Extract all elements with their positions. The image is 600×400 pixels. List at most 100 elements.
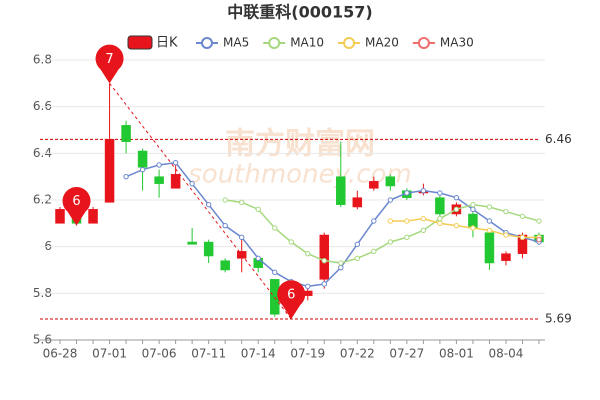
ma-point — [437, 190, 443, 196]
ma-point — [536, 236, 542, 243]
ma-point — [139, 166, 146, 173]
x-tick-label: 07-14 — [241, 347, 276, 361]
ma-point — [321, 281, 327, 287]
ma-point — [503, 232, 509, 238]
ma-point — [371, 248, 377, 255]
ma-point — [238, 234, 245, 241]
reference-label: 6.46 — [545, 132, 572, 146]
x-tick-label: 07-19 — [290, 347, 325, 361]
candle-body — [385, 176, 396, 187]
ma-point — [205, 201, 212, 208]
candle-body — [369, 181, 379, 189]
ma-point — [404, 190, 410, 196]
x-tick-label: 07-01 — [92, 347, 127, 361]
ma-point — [486, 204, 493, 210]
candle-body — [104, 139, 115, 203]
ma-point — [123, 173, 129, 180]
marker-pin — [277, 280, 306, 319]
legend-label[interactable]: MA10 — [290, 36, 324, 50]
legend-dot — [343, 37, 356, 49]
ma-point — [420, 187, 427, 194]
legend-dot — [201, 37, 213, 49]
trend-line — [109, 83, 292, 320]
marker-pin — [95, 44, 124, 84]
ma-point — [453, 194, 460, 201]
legend-label[interactable]: MA30 — [440, 36, 474, 50]
ma-point — [420, 215, 427, 222]
ma-point — [222, 197, 228, 203]
ma-point — [453, 206, 460, 213]
candle-body — [319, 234, 330, 280]
ma-point — [503, 208, 509, 215]
candle-body — [203, 241, 214, 257]
ma-point — [437, 220, 443, 227]
legend-label[interactable]: MA20 — [365, 36, 399, 50]
candle-body — [336, 176, 346, 205]
ma-point — [536, 218, 542, 224]
ma-point — [321, 257, 327, 264]
ma-point — [486, 227, 493, 234]
ma-point — [420, 227, 427, 234]
marker-label: 6 — [72, 194, 80, 209]
ma-point — [387, 197, 394, 203]
ma-point — [387, 239, 394, 245]
candle-body — [88, 209, 98, 224]
ma-point — [519, 213, 526, 220]
ma-point — [338, 264, 344, 271]
candle-body — [435, 197, 445, 215]
candle-body — [220, 260, 230, 271]
ma-point — [172, 159, 179, 166]
x-tick-label: 07-11 — [191, 347, 226, 361]
candle-body — [501, 253, 511, 261]
candle-body — [154, 176, 164, 184]
candle-body — [137, 150, 148, 168]
ma-line — [225, 199, 540, 264]
x-tick-label: 07-22 — [340, 347, 375, 361]
legend-dot — [417, 37, 430, 49]
ma-line — [125, 161, 540, 288]
x-tick-label: 07-27 — [389, 347, 424, 361]
ma-point — [272, 269, 278, 276]
legend-label[interactable]: 日K — [156, 36, 178, 51]
reference-label: 5.69 — [545, 312, 572, 326]
ma-point — [338, 260, 344, 266]
ma-point — [437, 215, 443, 222]
legend-candle-icon — [127, 35, 153, 50]
ma-point — [272, 225, 278, 231]
candle-body — [484, 232, 495, 264]
ma-point — [354, 255, 361, 262]
watermark: 南方财富网 — [225, 127, 375, 162]
ma-point — [354, 241, 361, 248]
ma-point — [305, 283, 311, 290]
ma-point — [156, 162, 162, 168]
candle-body — [352, 197, 363, 208]
ma-point — [189, 180, 195, 187]
ma-point — [453, 222, 460, 229]
x-tick-label: 08-04 — [489, 347, 524, 361]
x-tick-label: 06-28 — [43, 347, 78, 361]
candle-body — [121, 125, 131, 142]
x-tick-label: 08-01 — [439, 347, 474, 361]
marker-label: 6 — [287, 288, 295, 303]
candle-body — [170, 174, 181, 189]
marker-pin — [62, 186, 91, 226]
ma-point — [470, 206, 476, 213]
ma-point — [470, 225, 476, 231]
ma-point — [288, 239, 294, 245]
chart-title: 中联重科(000157) — [227, 3, 372, 22]
legend-dot — [268, 37, 281, 49]
ma-point — [404, 234, 410, 241]
ma-point — [470, 201, 476, 208]
ma-line — [390, 217, 539, 239]
ma-point — [404, 218, 410, 224]
legend-label[interactable]: MA5 — [223, 36, 249, 50]
ma-point — [238, 199, 245, 206]
ma-point — [222, 222, 228, 229]
marker-label: 7 — [105, 52, 113, 67]
ma-point — [387, 218, 394, 224]
ma-point — [255, 206, 261, 213]
candle-body — [187, 241, 197, 245]
ma-point — [305, 250, 311, 257]
candle-body — [55, 209, 65, 224]
